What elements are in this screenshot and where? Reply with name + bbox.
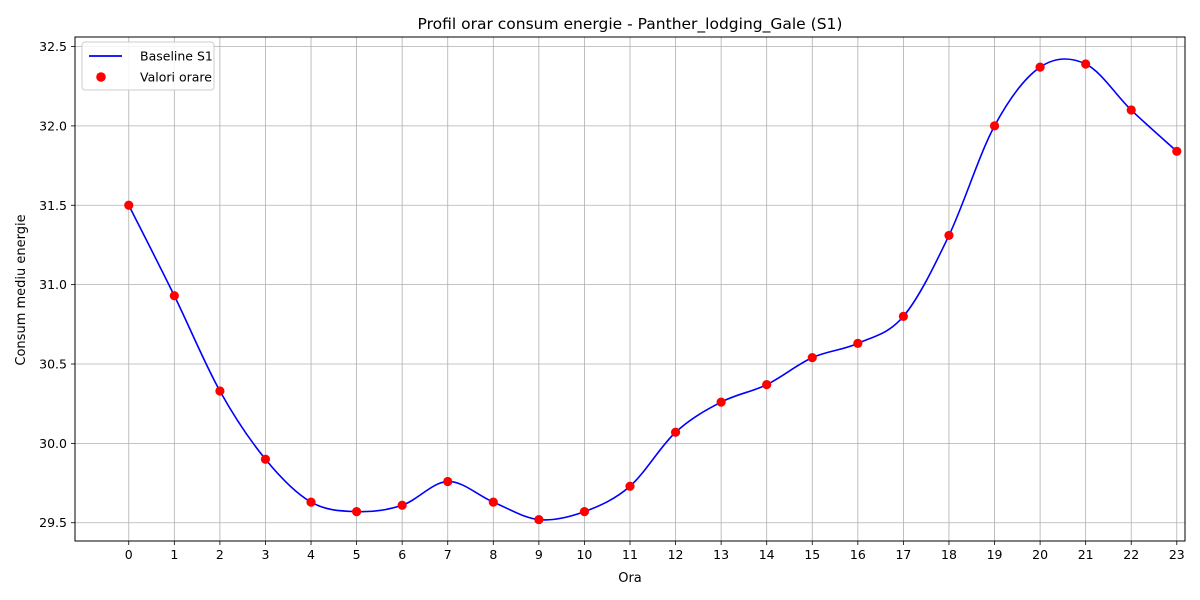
x-tick-label: 7 xyxy=(444,547,452,562)
y-tick-label: 30.5 xyxy=(39,357,67,372)
legend-box xyxy=(81,41,215,91)
data-point xyxy=(944,230,954,241)
data-point xyxy=(306,497,316,507)
data-point xyxy=(1126,105,1136,115)
x-tick-label: 14 xyxy=(759,547,775,562)
x-tick-label: 11 xyxy=(622,547,638,562)
data-point xyxy=(215,386,225,396)
data-point xyxy=(898,311,908,321)
x-tick-label: 4 xyxy=(307,547,315,562)
legend-label-baseline: Baseline S1 xyxy=(140,49,213,64)
data-point xyxy=(989,121,1000,131)
series-layer xyxy=(124,58,1182,525)
x-tick-label: 20 xyxy=(1032,547,1048,562)
data-point xyxy=(169,291,179,301)
x-tick-label: 23 xyxy=(1169,547,1185,562)
y-tick-label: 31.0 xyxy=(39,277,67,292)
legend-marker-swatch xyxy=(96,72,106,82)
x-tick-label: 18 xyxy=(941,547,957,562)
data-point xyxy=(260,454,271,464)
data-point xyxy=(853,338,863,348)
x-tick-label: 5 xyxy=(353,547,361,562)
data-point xyxy=(443,476,453,487)
ticks: 0 1 2 3 4 5 6 7 8 9 10 11 12 13 14 15 16 17 18 19 20 21 22 2329… xyxy=(39,39,1185,562)
x-tick-label: 2 xyxy=(216,547,224,562)
x-tick-label: 21 xyxy=(1078,547,1094,562)
plot-frame xyxy=(74,36,1186,542)
data-point xyxy=(625,481,635,491)
x-tick-label: 6 xyxy=(398,547,406,562)
y-tick-label: 32.5 xyxy=(39,39,67,54)
y-tick-label: 31.5 xyxy=(39,198,67,213)
x-tick-label: 10 xyxy=(576,547,592,562)
y-tick-label: 29.5 xyxy=(39,515,67,530)
x-tick-label: 1 xyxy=(170,547,178,562)
x-tick-label: 12 xyxy=(668,547,684,562)
data-point xyxy=(397,500,407,510)
data-point xyxy=(488,497,498,507)
x-tick-label: 19 xyxy=(987,547,1003,562)
data-point xyxy=(670,427,681,437)
x-tick-label: 13 xyxy=(713,547,729,562)
x-tick-label: 3 xyxy=(261,547,269,562)
data-point xyxy=(534,514,544,525)
data-point xyxy=(1035,62,1045,72)
data-point xyxy=(807,353,817,363)
data-point xyxy=(1172,146,1182,156)
legend-label-values: Valori orare xyxy=(140,70,212,85)
chart-title: Profil orar consum energie - Panther_lod… xyxy=(418,15,843,34)
x-tick-label: 22 xyxy=(1123,547,1139,562)
x-tick-label: 0 xyxy=(125,547,133,562)
data-point xyxy=(1081,59,1091,69)
x-tick-label: 17 xyxy=(895,547,911,562)
data-point xyxy=(716,397,726,407)
y-tick-label: 32.0 xyxy=(39,118,67,133)
data-point xyxy=(579,507,590,517)
y-tick-label: 30.0 xyxy=(39,436,67,451)
data-point xyxy=(352,507,362,517)
x-tick-label: 16 xyxy=(850,547,866,562)
legend: Baseline S1 Valori orare xyxy=(81,41,215,91)
x-tick-label: 9 xyxy=(535,547,543,562)
x-axis-label: Ora xyxy=(618,571,642,586)
y-axis-label: Consum mediu energie xyxy=(14,214,29,365)
data-point xyxy=(762,380,772,390)
x-tick-label: 8 xyxy=(489,547,497,562)
grid xyxy=(75,37,1185,541)
x-tick-label: 15 xyxy=(804,547,820,562)
data-point xyxy=(124,200,134,210)
